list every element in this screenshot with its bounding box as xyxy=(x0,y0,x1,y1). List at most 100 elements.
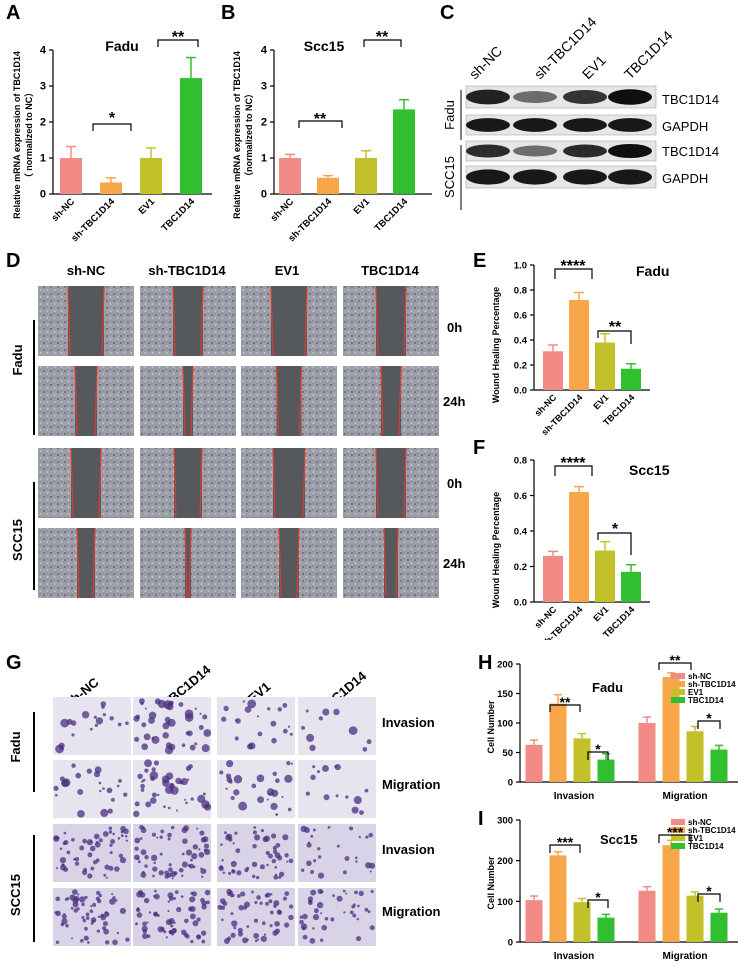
panel-d-wound-edge xyxy=(190,365,194,437)
panel-letter-h: H xyxy=(478,652,493,674)
panel-g-cell xyxy=(327,825,331,829)
panel-d-wound-edge xyxy=(395,527,399,599)
panel-g-cell xyxy=(230,932,236,938)
panel-g-cell xyxy=(197,794,206,803)
panel-d-wound-edge xyxy=(380,365,384,437)
panel-g-cell xyxy=(225,787,228,790)
panel-g-cell xyxy=(199,830,205,836)
panel-g-cell xyxy=(196,917,201,922)
panel-h-bar xyxy=(525,744,543,782)
panel-e-ytick-label: 0.4 xyxy=(514,336,528,347)
panel-g-cell xyxy=(243,905,248,910)
panel-g-cell xyxy=(190,891,194,895)
panel-g-cell xyxy=(189,913,196,920)
panel-f-sig-1: **** xyxy=(561,455,587,472)
panel-g-cell xyxy=(143,733,151,741)
panel-g-cell xyxy=(77,788,84,795)
panel-g-cell xyxy=(233,774,243,784)
panel-d-group-scc15: SCC15 xyxy=(10,519,25,561)
panel-h-legend-label: sh-NC xyxy=(688,672,712,681)
panel-g-cell xyxy=(289,732,293,736)
panel-e-sig-1: **** xyxy=(561,258,587,275)
panel-g-cell xyxy=(299,915,304,919)
panel-b-ytick-label: 2 xyxy=(261,117,267,129)
panel-g-cell xyxy=(142,921,147,927)
panel-g-cell xyxy=(160,927,165,932)
panel-c-group-scc15: SCC15 xyxy=(442,156,457,198)
panel-g-cell xyxy=(263,933,267,936)
panel-g-cell xyxy=(369,870,372,873)
panel-g-cell xyxy=(322,765,329,772)
panel-g-cell xyxy=(180,895,184,898)
panel-b-bar xyxy=(393,109,415,194)
panel-g-cell xyxy=(108,865,114,871)
panel-g-cell xyxy=(345,795,349,799)
panel-i-ytick-label: 300 xyxy=(497,816,513,827)
panel-b-bar xyxy=(317,177,339,194)
panel-g-cell xyxy=(125,839,128,842)
panel-g-cell xyxy=(157,793,160,797)
panel-d-wound-edge xyxy=(375,447,379,519)
panel-g-cell xyxy=(282,703,288,708)
panel-g-cell xyxy=(162,722,170,730)
panel-h-sig-3: ** xyxy=(670,652,681,668)
panel-letter-c: C xyxy=(440,2,455,24)
panel-h-legend-label: TBC1D14 xyxy=(688,696,724,705)
panel-g-cell xyxy=(71,733,75,737)
panel-e-bar xyxy=(621,368,641,390)
panel-d-wound-gap xyxy=(185,528,191,598)
panel-g-cell xyxy=(112,939,118,946)
panel-g-cell xyxy=(134,801,140,807)
panel-g-cell xyxy=(142,778,146,782)
panel-g-cell xyxy=(65,924,69,928)
panel-g-cell xyxy=(254,900,258,905)
panel-g-cell xyxy=(165,772,174,780)
panel-g-cell xyxy=(302,934,308,940)
panel-g-cell xyxy=(224,831,227,835)
panel-d-wound-gap xyxy=(75,366,97,436)
panel-b-bar xyxy=(279,158,301,194)
panel-i-bar xyxy=(662,845,680,942)
panel-h-legend-swatch xyxy=(671,673,685,679)
panel-g-cell xyxy=(274,920,280,927)
panel-g-cell xyxy=(148,711,157,720)
panel-g-cell xyxy=(290,762,293,765)
panel-g-cell xyxy=(135,907,141,913)
panel-d-wound-edge xyxy=(298,365,303,437)
panel-g-cell xyxy=(366,739,372,745)
panel-g-cell xyxy=(190,858,193,862)
panel-g-cell xyxy=(73,857,76,861)
panel-g-cell xyxy=(196,934,202,940)
panel-i-legend-swatch xyxy=(671,819,685,825)
panel-g-cell xyxy=(221,858,224,862)
panel-g-cell xyxy=(202,792,206,796)
panel-g-cell xyxy=(160,829,165,834)
panel-g-cell xyxy=(305,709,309,713)
panel-g-cell xyxy=(268,792,271,796)
panel-g-cell xyxy=(236,894,241,898)
panel-d-wound-gap xyxy=(381,366,401,436)
panel-g-cell xyxy=(167,806,171,810)
panel-g-cell xyxy=(139,837,143,840)
panel-g-cell xyxy=(310,870,314,874)
panel-c-row-2: GAPDH xyxy=(662,119,708,134)
panel-g-cell xyxy=(189,744,196,751)
panel-d-wound-edge xyxy=(278,527,282,599)
panel-g-cell xyxy=(220,843,223,846)
panel-g-cell xyxy=(93,715,97,719)
panel-g-cell xyxy=(178,702,184,707)
panel-g-cell xyxy=(199,712,202,715)
panel-g-cell xyxy=(247,699,257,709)
panel-g-cell xyxy=(312,765,316,769)
panel-g-cell xyxy=(231,893,235,897)
panel-g-cell xyxy=(276,909,282,914)
panel-g-cell xyxy=(89,845,96,852)
panel-g-cell xyxy=(96,898,102,904)
panel-g-cell xyxy=(275,813,279,816)
panel-g-cell xyxy=(358,890,364,897)
panel-c-band xyxy=(608,143,652,159)
panel-g-cell xyxy=(167,892,174,899)
panel-g-cell xyxy=(318,716,324,721)
panel-g-cell xyxy=(140,701,144,706)
panel-g-cell xyxy=(102,921,108,927)
